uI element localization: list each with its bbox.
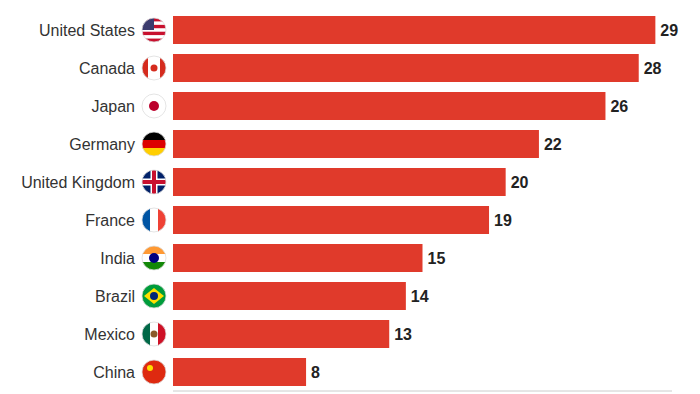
- svg-text:Brazil: Brazil: [95, 288, 135, 305]
- svg-text:22: 22: [544, 136, 562, 153]
- svg-text:14: 14: [411, 288, 429, 305]
- svg-text:India: India: [100, 250, 135, 267]
- svg-text:28: 28: [644, 60, 662, 77]
- svg-text:20: 20: [511, 174, 529, 191]
- svg-text:19: 19: [494, 212, 512, 229]
- svg-text:United Kingdom: United Kingdom: [21, 174, 135, 191]
- svg-text:15: 15: [428, 250, 446, 267]
- svg-text:Mexico: Mexico: [84, 326, 135, 343]
- svg-text:Germany: Germany: [69, 136, 135, 153]
- svg-text:29: 29: [660, 22, 678, 39]
- svg-text:China: China: [93, 364, 135, 381]
- svg-text:26: 26: [610, 98, 628, 115]
- svg-text:United States: United States: [39, 22, 135, 39]
- svg-text:8: 8: [311, 364, 320, 381]
- svg-text:France: France: [85, 212, 135, 229]
- svg-text:Canada: Canada: [79, 60, 135, 77]
- svg-text:Japan: Japan: [91, 98, 135, 115]
- svg-text:13: 13: [394, 326, 412, 343]
